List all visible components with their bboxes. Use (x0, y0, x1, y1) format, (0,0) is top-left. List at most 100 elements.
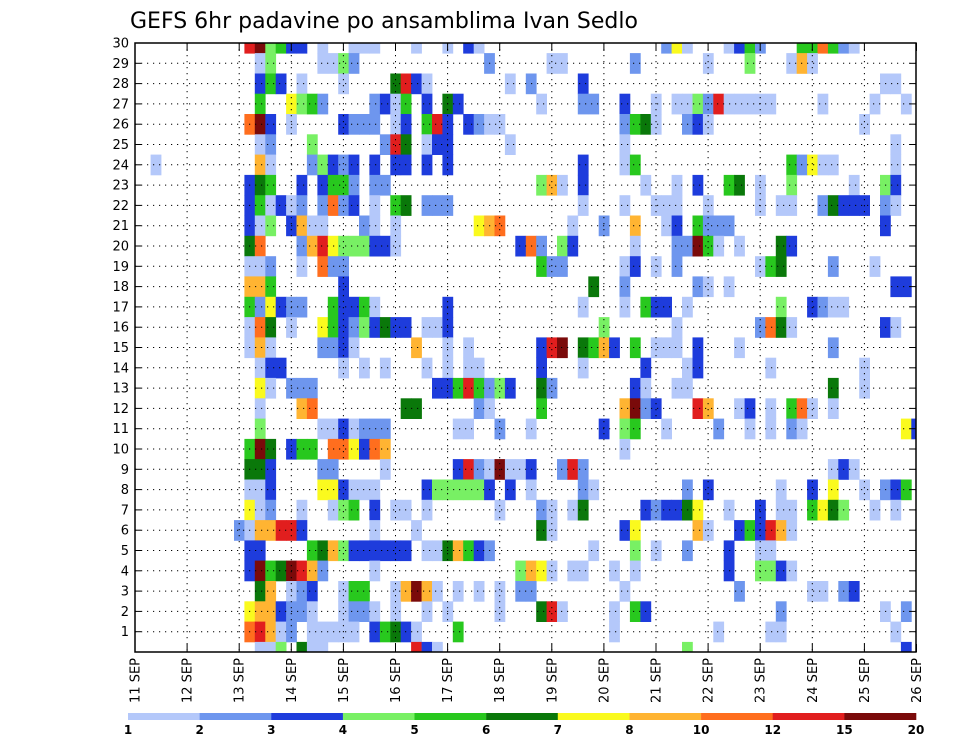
x-tick-label: 12 SEP (181, 658, 196, 703)
heatmap-cell (755, 174, 766, 196)
heatmap-cell (494, 581, 506, 602)
heatmap-cell (473, 540, 485, 562)
y-tick-label: 9 (121, 463, 129, 478)
heatmap-cell (348, 499, 360, 521)
heatmap-cell (254, 73, 266, 95)
heatmap-cell (473, 114, 485, 135)
heatmap-cell (265, 520, 277, 541)
y-tick-label: 8 (121, 483, 129, 498)
heatmap-cell (619, 276, 631, 298)
heatmap-cell (348, 296, 360, 318)
heatmap-cell (515, 459, 527, 480)
heatmap-cell (254, 43, 266, 54)
heatmap-cell (379, 317, 391, 338)
heatmap-cell (807, 154, 818, 176)
heatmap-cell (275, 43, 287, 54)
heatmap-cell (536, 235, 547, 257)
heatmap-cell (254, 256, 266, 277)
heatmap-cell (296, 438, 308, 460)
y-tick-label: 2 (121, 605, 129, 620)
y-tick-label: 16 (112, 321, 129, 336)
heatmap-cell (317, 337, 329, 359)
heatmap-cell (338, 337, 349, 359)
heatmap-cell (432, 479, 443, 501)
heatmap-cell (379, 235, 391, 257)
colorbar-tick-label: 2 (195, 723, 203, 737)
heatmap-cell (890, 479, 902, 501)
heatmap-cell (306, 377, 318, 399)
heatmap-cell (265, 174, 277, 196)
heatmap-cell (390, 114, 402, 135)
heatmap-cell (421, 641, 433, 653)
heatmap-cell (463, 114, 474, 135)
heatmap-cell (317, 93, 329, 115)
heatmap-cell (275, 621, 287, 643)
heatmap-cell (557, 337, 568, 359)
heatmap-cell (390, 154, 402, 176)
heatmap-cell (411, 520, 422, 541)
heatmap-cell (755, 520, 766, 541)
heatmap-cell (900, 601, 912, 622)
heatmap-cell (369, 418, 381, 440)
heatmap-cell (536, 93, 547, 115)
heatmap-cell (463, 418, 474, 440)
heatmap-cell (671, 337, 683, 359)
heatmap-cell (650, 256, 662, 277)
colorbar-swatch (128, 713, 200, 720)
heatmap-cell (348, 540, 360, 562)
heatmap-cell (786, 520, 798, 541)
y-tick-label: 10 (112, 443, 129, 458)
heatmap-cell (338, 317, 349, 338)
heatmap-cell (713, 93, 725, 115)
colorbar-tick-label: 20 (908, 723, 925, 737)
y-tick-label: 12 (112, 402, 129, 417)
heatmap-cell (390, 317, 402, 338)
heatmap-cell (734, 235, 745, 257)
x-tick-label: 24 SEP (806, 658, 821, 703)
heatmap-cell (254, 114, 266, 135)
heatmap-cell (692, 235, 704, 257)
heatmap-cell (254, 195, 266, 216)
heatmap-cell (546, 174, 558, 196)
heatmap-cell (702, 235, 714, 257)
heatmap-cell (629, 398, 641, 419)
heatmap-cell (775, 560, 787, 582)
heatmap-cell (629, 235, 641, 257)
heatmap-cell (494, 499, 506, 521)
heatmap-cell (786, 398, 798, 419)
heatmap-cell (671, 174, 683, 196)
heatmap-cell (848, 43, 860, 54)
heatmap-cell (692, 215, 704, 237)
heatmap-cell (452, 621, 464, 643)
heatmap-cell (702, 215, 714, 237)
heatmap-cell (369, 154, 381, 176)
heatmap-cell (265, 43, 277, 54)
y-tick-label: 29 (112, 57, 129, 72)
heatmap-cell (379, 418, 391, 440)
heatmap-cell (859, 479, 870, 501)
heatmap-cell (775, 256, 787, 277)
heatmap-cell (463, 357, 474, 379)
heatmap-cell (827, 398, 839, 419)
heatmap-cell (317, 256, 329, 277)
heatmap-cell (254, 357, 266, 379)
x-tick-label: 20 SEP (597, 658, 612, 703)
heatmap-cell (650, 337, 662, 359)
heatmap-cell (265, 377, 277, 399)
heatmap-cell (254, 459, 266, 480)
y-tick-label: 17 (112, 300, 129, 315)
heatmap-cell (306, 621, 318, 643)
heatmap-cell (755, 560, 766, 582)
heatmap-cell (359, 215, 370, 237)
heatmap-cell (786, 560, 798, 582)
heatmap-cell (775, 317, 787, 338)
heatmap-cell (629, 418, 641, 440)
heatmap-cell (786, 499, 798, 521)
heatmap-cell (473, 479, 485, 501)
heatmap-cell (379, 438, 391, 460)
heatmap-cell (338, 154, 349, 176)
heatmap-cell (702, 53, 714, 74)
heatmap-cell (786, 154, 798, 176)
heatmap-cell (275, 357, 287, 379)
